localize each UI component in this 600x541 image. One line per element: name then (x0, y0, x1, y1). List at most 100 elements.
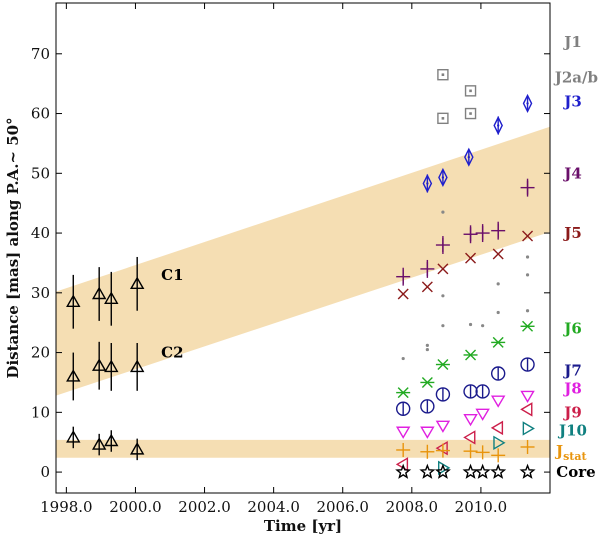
point-c2 (66, 369, 81, 382)
point-j4 (520, 180, 535, 195)
point-j3-center (441, 176, 445, 179)
point-core-shape (490, 463, 507, 479)
point-j8 (490, 395, 506, 408)
point-j9 (520, 402, 533, 417)
point-j10-shape (522, 421, 535, 436)
point-c1 (104, 291, 119, 304)
label-j2a-b: J2a/b (553, 69, 598, 87)
point-j6-d2 (397, 387, 409, 399)
point-j-stat (520, 439, 535, 454)
point-j8 (463, 414, 478, 427)
x-tick-label: 1998.0 (40, 498, 93, 516)
point-unidentified-shape (425, 343, 429, 348)
point-j6 (420, 376, 435, 388)
point-unidentified (441, 294, 445, 298)
point-j10-shape (493, 435, 506, 451)
point-core-shape (434, 463, 451, 479)
label-j4: J4 (562, 164, 582, 182)
point-unidentified-shape (481, 324, 485, 328)
point-core (395, 463, 412, 479)
data-markers (66, 69, 536, 479)
point-j3 (464, 147, 474, 167)
point-j9-shape (520, 402, 533, 417)
y-tick-label: 50 (31, 164, 50, 182)
point-j2a-b-box (437, 69, 449, 81)
point-unidentified (525, 309, 530, 313)
x-tick-label: 2002.0 (178, 498, 231, 516)
point-c2-shape (91, 358, 107, 371)
point-unidentified (425, 347, 429, 352)
point-c1 (91, 286, 107, 300)
point-c1-shape (104, 291, 119, 304)
point-unidentified (525, 273, 530, 277)
point-j6 (396, 387, 411, 399)
point-unidentified (425, 343, 429, 348)
point-c1-shape (66, 294, 81, 307)
point-j6 (463, 349, 478, 361)
point-j-stat (435, 443, 450, 458)
point-j8 (520, 390, 535, 403)
point-unidentified (481, 324, 485, 328)
point-j3-shape (464, 147, 474, 167)
point-j8 (395, 426, 411, 439)
point-j10 (493, 435, 506, 451)
point-core (474, 463, 491, 479)
point-j8 (475, 408, 490, 421)
point-j5 (522, 230, 534, 242)
x-tick-label: 2008.0 (386, 498, 439, 516)
y-tick-label: 20 (31, 344, 50, 362)
label-j3: J3 (562, 93, 582, 111)
point-j2a-b (437, 112, 449, 125)
point-c3-shape (104, 433, 119, 447)
point-j6 (520, 320, 535, 332)
stationary-band (56, 439, 550, 458)
point-j9 (463, 430, 476, 445)
point-unidentified-shape (525, 255, 530, 259)
point-j5-d2 (465, 252, 477, 264)
point-unidentified (496, 310, 500, 315)
point-j6 (491, 336, 506, 348)
point-j2a-b (464, 85, 477, 97)
point-j7 (420, 399, 435, 414)
label-j7: J7 (562, 362, 582, 380)
point-core-shape (474, 463, 491, 479)
point-j8-shape (475, 408, 490, 421)
point-unidentified-shape (441, 294, 445, 298)
point-j9 (490, 420, 504, 436)
point-unidentified-shape (496, 310, 500, 315)
point-j7 (475, 384, 490, 399)
point-j-stat (420, 444, 435, 459)
point-c3-shape (66, 430, 81, 443)
point-j5 (397, 288, 409, 300)
point-j2a-b (437, 69, 449, 81)
y-tick-label: 70 (31, 45, 50, 63)
point-j10-shape (438, 460, 451, 476)
x-tick-label: 2006.0 (316, 498, 369, 516)
point-j5 (437, 263, 449, 275)
point-j9-shape (463, 430, 476, 445)
label-c2: C2 (161, 344, 183, 362)
axis-ticks: 1998.0 2000.0 2002.0 2004.0 2006.0 2008.0 2010… (31, 3, 550, 516)
point-j4 (463, 227, 478, 242)
point-j5-d2 (522, 230, 534, 242)
point-c1-shape (129, 276, 145, 290)
x-tick-label: 2010.0 (455, 498, 508, 516)
point-c3 (66, 430, 81, 443)
label-core: Core (556, 463, 595, 481)
point-core-shape (395, 463, 412, 479)
point-unidentified-shape (441, 210, 445, 214)
point-j4 (491, 223, 506, 238)
label-j1: J1 (562, 33, 582, 51)
point-j8-shape (490, 395, 506, 408)
label-j8: J8 (562, 379, 582, 397)
point-j2a-b (464, 107, 477, 120)
plot-frame (55, 2, 551, 494)
point-j8 (420, 426, 435, 439)
point-c3 (104, 433, 119, 447)
point-c2-shape (129, 359, 145, 373)
label-j6: J6 (562, 320, 582, 338)
point-j4 (420, 261, 435, 276)
point-j7 (435, 387, 451, 402)
label-subscript: stat (563, 450, 587, 463)
